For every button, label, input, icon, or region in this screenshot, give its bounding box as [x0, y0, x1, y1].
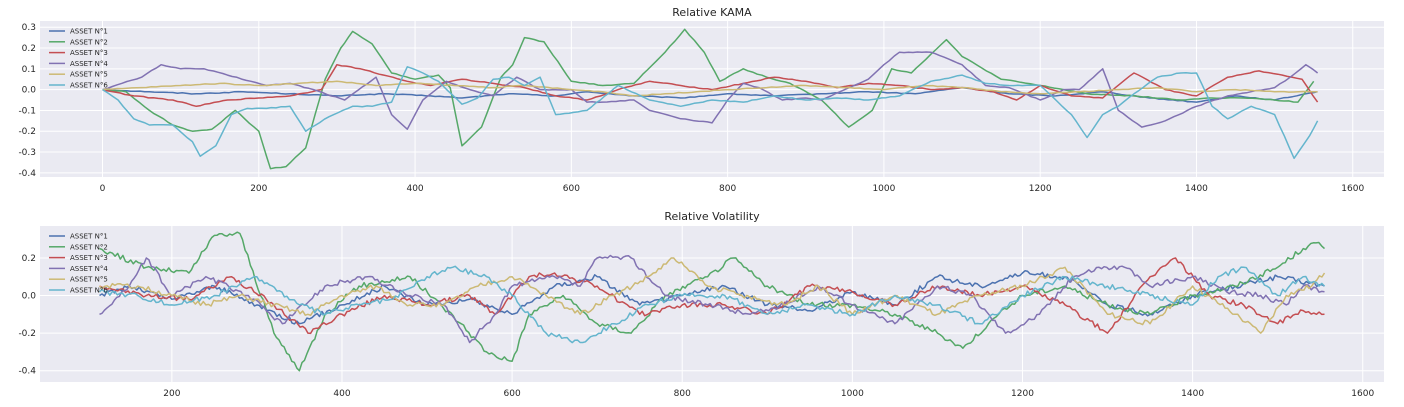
legend-label: ASSET N°5: [70, 276, 108, 284]
y-tick-label: -0.4: [18, 169, 36, 179]
y-tick-label: 0.3: [22, 23, 36, 33]
x-tick-label: 1600: [1351, 389, 1374, 399]
x-tick-label: 200: [250, 184, 267, 194]
y-tick-label: 0.0: [22, 292, 37, 302]
y-tick-label: 0.2: [22, 44, 36, 54]
y-tick-label: 0.0: [22, 86, 37, 96]
x-tick-label: 1600: [1341, 184, 1364, 194]
legend-label: ASSET N°1: [70, 28, 108, 36]
series-line-asset-5: [99, 257, 1326, 334]
x-tick-label: 1400: [1181, 389, 1204, 399]
x-tick-label: 400: [406, 184, 423, 194]
x-tick-label: 1000: [872, 184, 895, 194]
y-tick-label: -0.3: [18, 148, 36, 158]
x-tick-label: 0: [100, 184, 106, 194]
y-tick-label: -0.1: [18, 106, 36, 116]
y-tick-label: 0.2: [22, 254, 36, 264]
x-tick-label: 1200: [1029, 184, 1052, 194]
series-line-asset-6: [102, 66, 1319, 160]
y-tick-label: -0.4: [18, 367, 36, 377]
legend-label: ASSET N°5: [70, 71, 108, 79]
series-line-asset-1: [99, 270, 1325, 325]
legend: ASSET N°1 ASSET N°2 ASSET N°3 ASSET N°4 ASSE…: [49, 233, 108, 295]
chart-title: Relative KAMA: [672, 6, 752, 19]
series-line-asset-1: [102, 86, 1318, 103]
legend-label: ASSET N°4: [70, 60, 108, 68]
x-tick-label: 800: [674, 389, 691, 399]
y-tick-label: -0.2: [18, 127, 36, 137]
legend-label: ASSET N°3: [70, 254, 108, 262]
legend-label: ASSET N°4: [70, 265, 108, 273]
chart-1: 0 200 400 600 800 1000 1200 1400 1600 -0.4 -0.3 -0.…: [18, 6, 1384, 194]
x-tick-label: 600: [504, 389, 521, 399]
legend-label: ASSET N°6: [70, 82, 108, 90]
x-tick-label: 1000: [841, 389, 864, 399]
plot-background: [40, 226, 1384, 382]
y-tick-label: 0.1: [22, 65, 36, 75]
legend-label: ASSET N°3: [70, 49, 108, 57]
legend-label: ASSET N°2: [70, 243, 108, 251]
x-tick-label: 1400: [1185, 184, 1208, 194]
series-line-asset-2: [99, 231, 1326, 372]
series-line-asset-4: [102, 51, 1319, 130]
legend-label: ASSET N°2: [70, 38, 108, 46]
series-line-asset-2: [102, 28, 1315, 170]
legend: ASSET N°1 ASSET N°2 ASSET N°3 ASSET N°4 ASSE…: [49, 28, 108, 90]
x-tick-label: 600: [563, 184, 580, 194]
x-tick-label: 800: [719, 184, 736, 194]
chart-title: Relative Volatility: [664, 210, 760, 223]
y-tick-label: -0.2: [18, 329, 36, 339]
legend-label: ASSET N°6: [70, 287, 108, 295]
legend-label: ASSET N°1: [70, 233, 108, 241]
x-tick-label: 400: [333, 389, 350, 399]
chart-2: 200 400 600 800 1000 1200 1400 1600 -0.4 -0.2 0.0 0…: [18, 210, 1384, 399]
x-tick-label: 200: [163, 389, 180, 399]
series-line-asset-5: [102, 80, 1318, 97]
x-tick-label: 1200: [1011, 389, 1034, 399]
series-line-asset-6: [99, 265, 1326, 344]
